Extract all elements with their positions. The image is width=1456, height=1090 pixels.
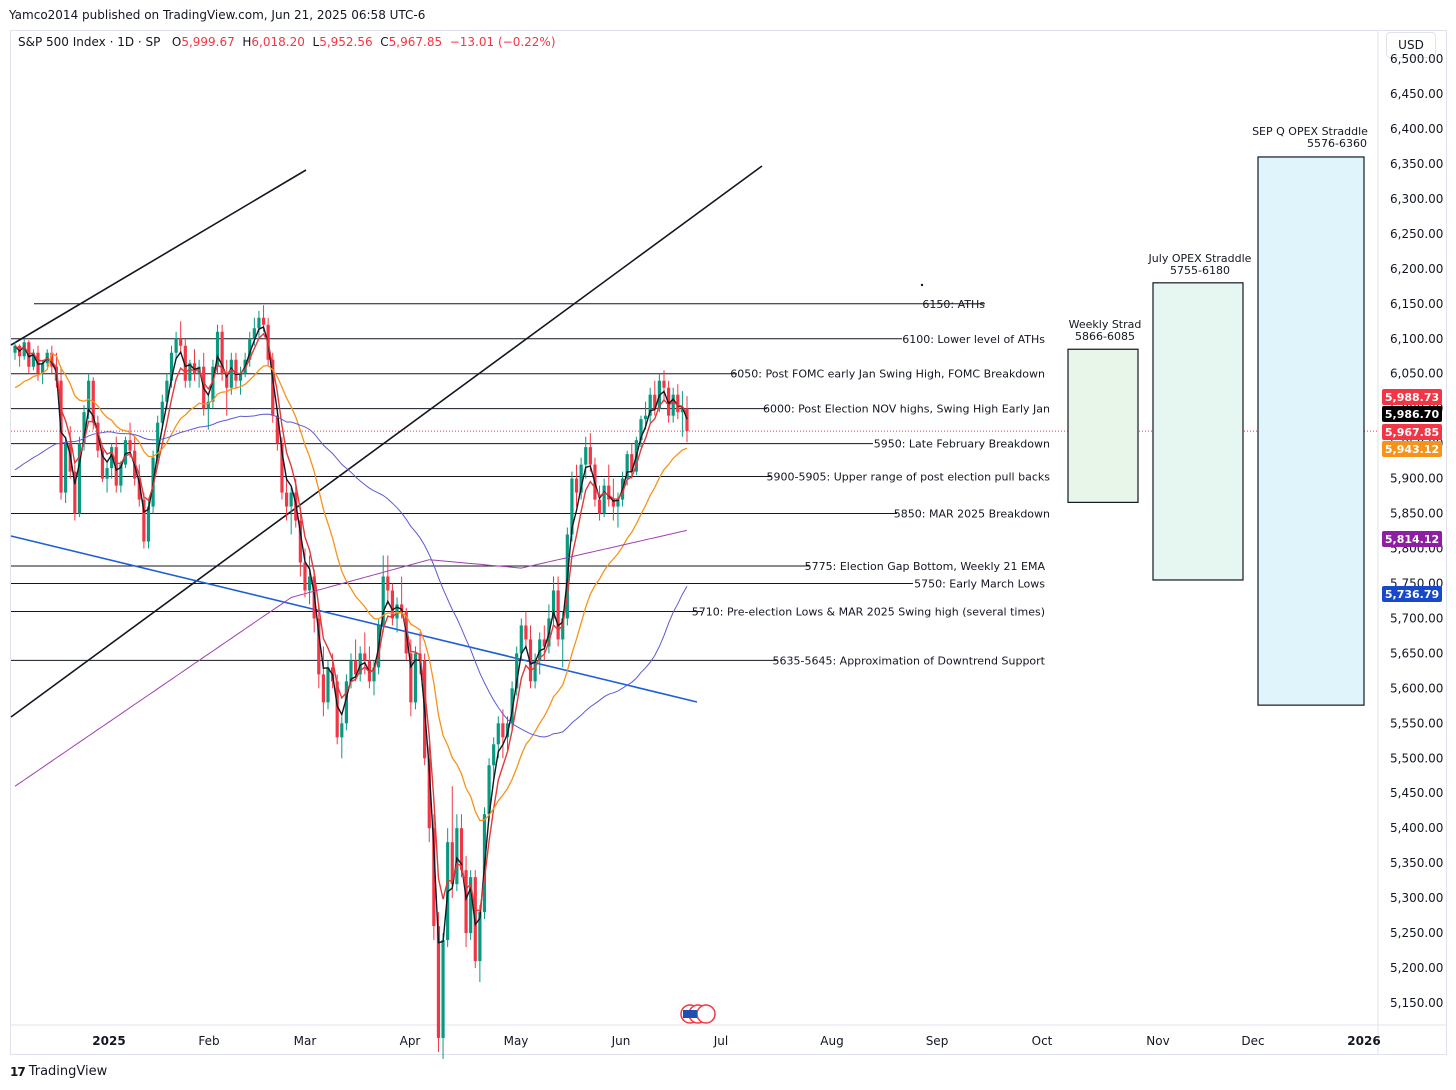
- high-value: 6,018.20: [251, 35, 305, 49]
- change-value: −13.01 (−0.22%): [449, 35, 556, 49]
- tradingview-logo[interactable]: 17 TradingView: [10, 1064, 107, 1079]
- low-value: 5,952.56: [319, 35, 373, 49]
- currency-button[interactable]: USD: [1386, 32, 1436, 58]
- high-label: H: [242, 35, 252, 49]
- close-value: 5,967.85: [388, 35, 443, 49]
- published-info: Yamco2014 published on TradingView.com, …: [9, 8, 426, 22]
- symbol-name[interactable]: S&P 500 Index · 1D · SP: [18, 35, 161, 49]
- symbol-legend: S&P 500 Index · 1D · SP O5,999.67 H6,018…: [18, 35, 556, 49]
- close-label: C: [380, 35, 389, 49]
- chart-frame[interactable]: [10, 30, 1447, 1055]
- tradingview-wordmark: TradingView: [28, 1064, 108, 1079]
- low-label: L: [312, 35, 320, 49]
- tradingview-mark-icon: 17: [10, 1064, 26, 1079]
- open-label: O: [171, 35, 182, 49]
- open-value: 5,999.67: [181, 35, 235, 49]
